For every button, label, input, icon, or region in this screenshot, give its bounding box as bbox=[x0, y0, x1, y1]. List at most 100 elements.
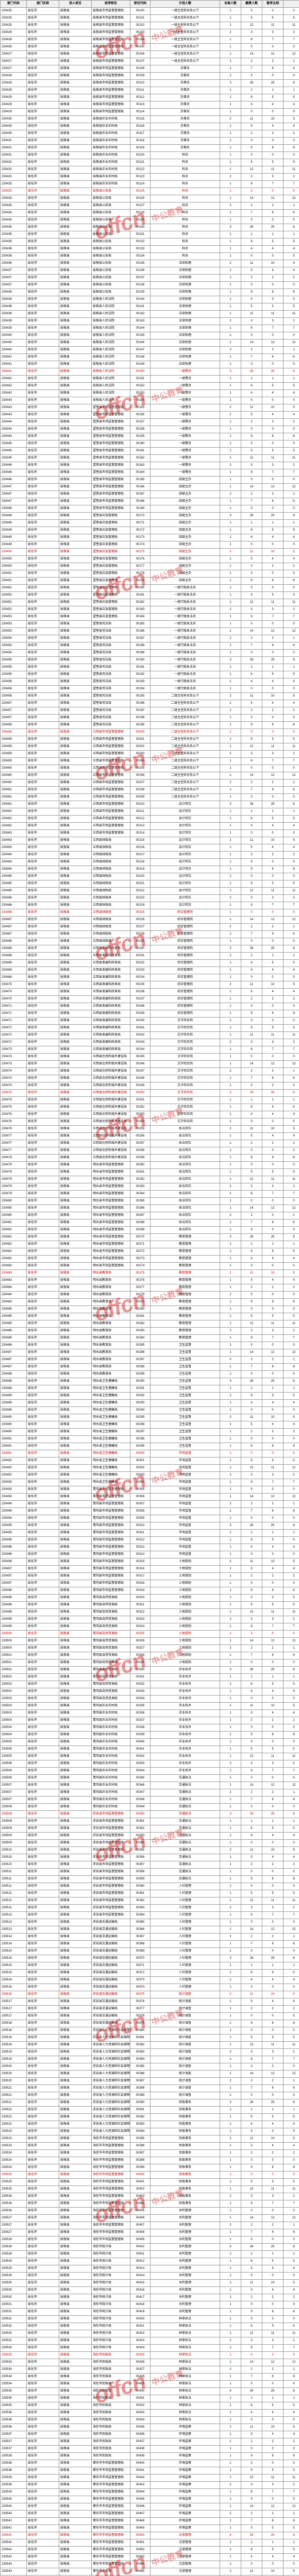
cell: 1 bbox=[220, 1890, 241, 1897]
cell: 绥化市 bbox=[27, 484, 59, 491]
table-row: 230436绥化市绥棱县绥棱县公安局00133科员1444 bbox=[1, 246, 299, 253]
cell: 230511 bbox=[1, 1869, 27, 1876]
cell: 兰西县住房和城乡建设局 bbox=[92, 1118, 130, 1126]
cell: 绥化市 bbox=[27, 2200, 59, 2208]
cell: 8 bbox=[262, 578, 284, 585]
cell: 一级主任科员及以下 bbox=[151, 51, 220, 58]
cell: 庆安县人力资源和社会保障局 bbox=[92, 2071, 130, 2078]
cell: 绥棱县 bbox=[59, 2179, 92, 2186]
cell: 0 bbox=[284, 1775, 299, 1782]
cell: 统计调查 bbox=[151, 1991, 220, 1998]
cell: 230474 bbox=[1, 1082, 27, 1090]
table-row: 230538绥化市绥棱县肇东市市场监督管理局00440环境监察1000 bbox=[1, 2460, 299, 2467]
cell: 绥化市 bbox=[27, 1198, 59, 1205]
cell: 绥化市 bbox=[27, 2554, 59, 2561]
cell: 绥化市 bbox=[27, 2172, 59, 2179]
cell: 土地规划 bbox=[151, 1631, 220, 1638]
cell: 绥棱县 bbox=[59, 2417, 92, 2424]
cell: 00219 bbox=[130, 866, 151, 873]
cell: 12 bbox=[241, 2186, 262, 2193]
cell: 5 bbox=[262, 2547, 284, 2554]
cell: 0 bbox=[262, 1082, 284, 1090]
cell: 绥棱县 bbox=[59, 404, 92, 412]
cell: 水利管理 bbox=[151, 2208, 220, 2215]
cell: 卫生监督 bbox=[151, 1443, 220, 1450]
cell: 绥棱县 bbox=[59, 1140, 92, 1147]
cell: 望奎县市场监督管理局 bbox=[92, 448, 130, 455]
cell: 5 bbox=[284, 1458, 299, 1465]
cell: 绥化市 bbox=[27, 779, 59, 787]
cell: 8 bbox=[241, 2345, 262, 2352]
cell: 肇东市市场监督管理局 bbox=[92, 2467, 130, 2475]
cell: 7 bbox=[241, 1508, 262, 1515]
cell: 绥棱县 bbox=[59, 123, 92, 130]
cell: 1 bbox=[220, 8, 241, 15]
cell: 0 bbox=[284, 715, 299, 722]
cell: 230472 bbox=[1, 1025, 27, 1032]
cell: 230524 bbox=[1, 2164, 27, 2172]
cell: 2 bbox=[241, 1573, 262, 1580]
table-row: 230491绥化市绥棱县明水县卫生健康局00298卫生监督1000 bbox=[1, 1436, 299, 1443]
cell: 土地规划 bbox=[151, 1652, 220, 1659]
cell: 绥化市 bbox=[27, 138, 59, 145]
cell: 12 bbox=[262, 1926, 284, 1934]
cell: 8 bbox=[241, 902, 262, 909]
cell: 00228 bbox=[130, 931, 151, 938]
cell: 绥化市 bbox=[27, 37, 59, 44]
cell: 8 bbox=[262, 2020, 284, 2027]
cell: 执法岗位 bbox=[151, 1183, 220, 1191]
cell: 25 bbox=[262, 945, 284, 953]
cell: 28 bbox=[241, 1955, 262, 1962]
cell: 0 bbox=[284, 477, 299, 484]
cell: 1 bbox=[220, 267, 241, 275]
cell: 230446 bbox=[1, 477, 27, 484]
cell: 海伦市统计局 bbox=[92, 2280, 130, 2287]
cell: 230495 bbox=[1, 1530, 27, 1537]
cell: 0 bbox=[284, 1551, 299, 1558]
cell: 00175 bbox=[130, 549, 151, 556]
cell: 绥化市 bbox=[27, 2078, 59, 2085]
cell: 00183 bbox=[130, 606, 151, 614]
cell: 绥棱县 bbox=[59, 1133, 92, 1140]
cell: 综合管理岗 bbox=[151, 917, 220, 924]
table-row: 230517绥化市绥棱县庆安县交通运输局00378统计调查1000 bbox=[1, 2013, 299, 2020]
cell: 绥化市 bbox=[27, 996, 59, 1003]
cell: 绥化市 bbox=[27, 1775, 59, 1782]
cell: 兰西县财政局 bbox=[92, 859, 130, 866]
cell: 0 bbox=[284, 2027, 299, 2035]
cell: 土地规划 bbox=[151, 1580, 220, 1587]
cell: 8 bbox=[284, 1667, 299, 1674]
cell: 1 bbox=[220, 830, 241, 837]
cell: 230516 bbox=[1, 1977, 27, 1984]
cell: 绥棱县 bbox=[59, 2020, 92, 2027]
cell: 绥化市 bbox=[27, 231, 59, 239]
cell: 1 bbox=[220, 1825, 241, 1833]
cell: 1 bbox=[241, 2395, 262, 2402]
cell: 230440 bbox=[1, 332, 27, 340]
cell: 230477 bbox=[1, 1147, 27, 1155]
cell: 绥棱县 bbox=[59, 116, 92, 123]
cell: 一级行政执法员 bbox=[151, 599, 220, 606]
cell: 00128 bbox=[130, 210, 151, 217]
cell: 7 bbox=[284, 1046, 299, 1054]
cell: 230440 bbox=[1, 340, 27, 347]
cell: 绥棱县 bbox=[59, 202, 92, 210]
cell: 2 bbox=[284, 2482, 299, 2489]
cell: 230448 bbox=[1, 520, 27, 527]
cell: 肇东市市场监督管理局 bbox=[92, 2525, 130, 2532]
cell: 绥棱县 bbox=[59, 2532, 92, 2539]
cell: 绥棱县 bbox=[59, 2092, 92, 2099]
cell: 5 bbox=[284, 2035, 299, 2042]
cell: 00326 bbox=[130, 1638, 151, 1645]
cell: 绥棱县农业农村局 bbox=[92, 181, 130, 188]
cell: 0 bbox=[284, 188, 299, 195]
cell: 230524 bbox=[1, 2150, 27, 2157]
cell: 0 bbox=[262, 765, 284, 772]
cell: 明水县教育局 bbox=[92, 1371, 130, 1378]
cell: 1 bbox=[220, 2258, 241, 2265]
cell: 绥棱县 bbox=[59, 599, 92, 606]
cell: 1 bbox=[220, 22, 241, 29]
table-row: 230450绥化市绥棱县望奎县应急管理局00176四级主办1544 bbox=[1, 556, 299, 563]
cell: 28 bbox=[241, 657, 262, 664]
cell: 人社管理 bbox=[151, 1984, 220, 1991]
